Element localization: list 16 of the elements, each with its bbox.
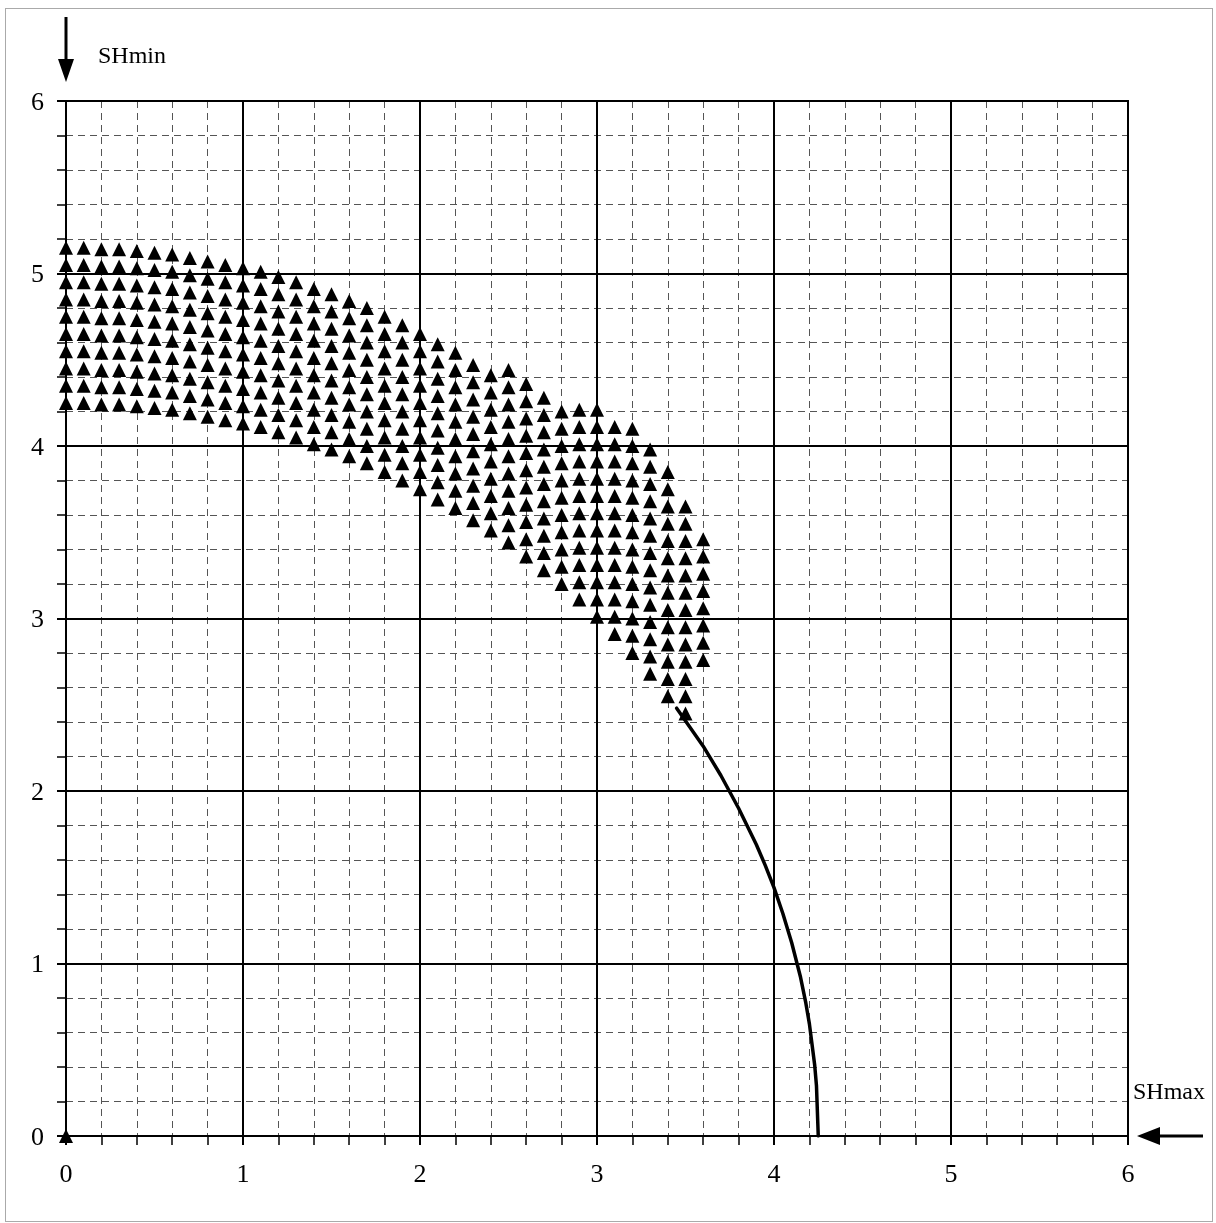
x-axis-title: SHmax <box>1133 1078 1205 1104</box>
y-tick-label: 2 <box>31 776 44 806</box>
y-tick-label: 5 <box>31 259 44 288</box>
x-tick-label: 2 <box>413 1158 427 1188</box>
x-tick-label: 1 <box>236 1158 250 1188</box>
y-tick-label: 0 <box>31 1121 44 1151</box>
y-tick-label: 6 <box>31 86 44 116</box>
y-tick-label: 4 <box>31 431 44 461</box>
y-tick-label: 3 <box>31 604 44 633</box>
x-tick-label: 5 <box>944 1158 958 1188</box>
x-tick-label: 0 <box>59 1158 73 1188</box>
y-axis-title: SHmin <box>98 42 167 68</box>
x-tick-label: 6 <box>1121 1158 1135 1188</box>
y-tick-label: 1 <box>31 949 44 978</box>
x-tick-label: 3 <box>590 1158 604 1188</box>
x-tick-label: 4 <box>767 1158 781 1188</box>
